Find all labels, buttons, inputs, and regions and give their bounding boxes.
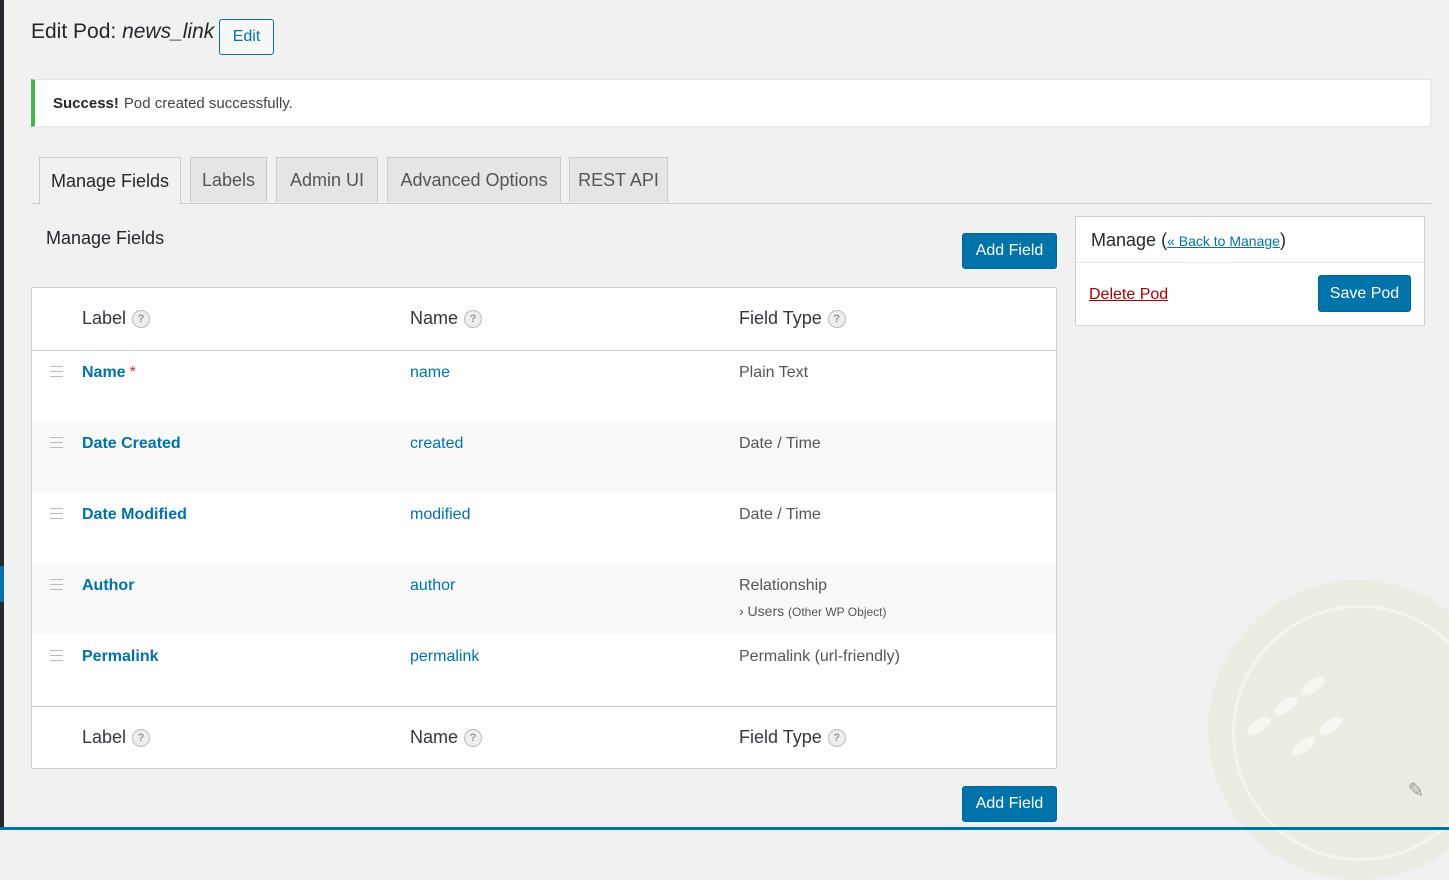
column-header-name[interactable]: Name? [410,308,483,329]
help-icon[interactable]: ? [827,309,846,328]
field-name-link[interactable]: modified [410,506,471,523]
column-footer-label-text: Label [82,727,127,747]
help-icon[interactable]: ? [132,309,151,328]
column-header-type[interactable]: Field Type? [739,308,846,329]
drag-handle-icon[interactable] [50,650,63,661]
bottom-accent-line [0,827,1449,830]
help-icon[interactable]: ? [464,309,483,328]
admin-sidebar-edge [0,0,4,830]
field-label-text: Name [82,364,126,381]
edit-pod-button[interactable]: Edit [219,19,274,55]
column-footer-name-text: Name [410,727,459,747]
field-label-link[interactable]: Name * [82,364,136,382]
field-label-link[interactable]: Date Modified [82,506,187,523]
manage-title-text: Manage [1091,230,1157,250]
field-label-link[interactable]: Permalink [82,648,159,665]
field-type: Plain Text [739,364,809,381]
field-name-link[interactable]: created [410,435,464,452]
add-field-button-top[interactable]: Add Field [962,233,1057,269]
column-header-type-text: Field Type [739,308,822,328]
field-label-link[interactable]: Author [82,577,135,594]
tab-labels[interactable]: Labels [190,157,267,202]
column-header-label[interactable]: Label? [82,308,151,329]
tab-manage-fields[interactable]: Manage Fields [39,157,181,204]
required-marker: * [129,364,136,381]
field-subtype-note: (Other WP Object) [788,605,887,619]
page-title: Edit Pod: news_link [31,18,214,46]
manage-panel-header: Manage (« Back to Manage) [1076,217,1424,263]
field-type: Relationship [739,577,828,594]
tab-bar: Manage Fields Labels Admin UI Advanced O… [31,157,1431,204]
back-link-wrap: (« Back to Manage) [1161,230,1286,250]
save-pod-button[interactable]: Save Pod [1318,275,1411,312]
back-to-manage-link[interactable]: « Back to Manage [1167,233,1280,249]
pod-name: news_link [122,20,215,43]
tab-rest-api[interactable]: REST API [569,157,668,202]
drag-handle-icon[interactable] [50,437,63,448]
field-type: Permalink (url-friendly) [739,648,900,665]
column-header-name-text: Name [410,308,459,328]
column-footer-label[interactable]: Label? [82,727,151,748]
help-icon[interactable]: ? [827,728,846,747]
field-subtype-text: › Users [739,603,785,619]
table-row: Name * name Plain Text [32,350,1056,421]
help-icon[interactable]: ? [464,728,483,747]
field-type: Date / Time [739,506,821,523]
field-name-link[interactable]: author [410,577,456,594]
field-name-link[interactable]: name [410,364,451,381]
delete-pod-link[interactable]: Delete Pod [1089,286,1169,303]
field-name-link[interactable]: permalink [410,648,480,665]
drag-handle-icon[interactable] [50,366,63,377]
pencil-badge-icon[interactable]: ✎ [1407,780,1425,802]
manage-panel: Manage (« Back to Manage) Delete Pod Sav… [1075,216,1425,326]
success-notice: Success! Pod created successfully. [31,79,1431,127]
field-label-link[interactable]: Date Created [82,435,181,452]
table-row: Author author Relationship › Users (Othe… [32,563,1056,634]
admin-sidebar-active-indicator [0,566,4,602]
tab-admin-ui[interactable]: Admin UI [276,157,378,202]
table-row: Date Modified modified Date / Time [32,492,1056,563]
drag-handle-icon[interactable] [50,508,63,519]
table-row: Permalink permalink Permalink (url-frien… [32,634,1056,705]
field-type: Date / Time [739,435,821,452]
column-footer-type-text: Field Type [739,727,822,747]
table-header: Label? Name? Field Type? [32,288,1056,351]
column-header-label-text: Label [82,308,127,328]
manage-panel-title: Manage (« Back to Manage) [1091,230,1286,251]
add-field-button-bottom[interactable]: Add Field [962,786,1057,822]
page-title-prefix: Edit Pod: [31,20,123,43]
drag-handle-icon[interactable] [50,579,63,590]
notice-message: Pod created successfully. [123,94,293,112]
help-icon[interactable]: ? [132,728,151,747]
fields-table: Label? Name? Field Type? Name * name Plai… [31,287,1057,769]
table-row: Date Created created Date / Time [32,421,1056,492]
field-subtype: › Users (Other WP Object) [739,603,886,619]
tab-advanced-options[interactable]: Advanced Options [387,157,561,202]
column-footer-type[interactable]: Field Type? [739,727,846,748]
notice-strong: Success! [53,94,119,112]
column-footer-name[interactable]: Name? [410,727,483,748]
table-footer: Label? Name? Field Type? [32,706,1056,769]
manage-fields-heading: Manage Fields [46,228,165,248]
